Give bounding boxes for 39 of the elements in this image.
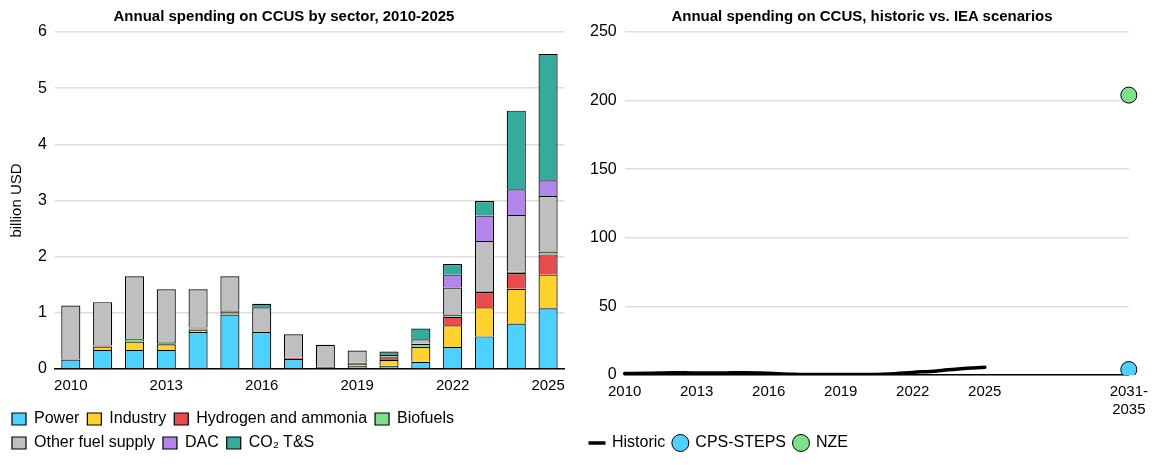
x-tick-label: 2013	[149, 376, 183, 394]
x-tick-label: 2031-2035	[1109, 382, 1149, 418]
legend-label: NZE	[816, 433, 849, 451]
x-tick-label: 2013	[680, 382, 714, 400]
legend-label: Industry	[109, 409, 167, 427]
y-tick-label: 6	[37, 22, 47, 40]
legend-label: Other fuel supply	[34, 433, 155, 451]
y-tick-label: 2	[37, 247, 47, 265]
legend-label: DAC	[184, 433, 219, 451]
y-tick-label: 0	[607, 365, 617, 383]
y-tick-label: 50	[598, 296, 617, 314]
x-tick-label: 2019	[824, 382, 858, 400]
y-tick-label: 200	[589, 91, 617, 109]
y-tick-label: 150	[589, 159, 617, 177]
y-tick-label: 0	[37, 359, 47, 377]
chart-title: Annual spending on CCUS by sector, 2010-2025	[113, 7, 455, 25]
x-tick-label: 2010	[54, 376, 88, 394]
chart-title: Annual spending on CCUS, historic vs. IEA scenarios	[671, 7, 1053, 25]
legend-label: Hydrogen and ammonia	[196, 409, 368, 427]
y-tick-label: 3	[37, 190, 47, 208]
x-tick-label: 2016	[752, 382, 786, 400]
legend-label: CO₂ T&S	[248, 433, 315, 451]
y-tick-label: 250	[589, 22, 617, 40]
x-tick-label: 2019	[340, 376, 374, 394]
x-tick-label: 2025	[531, 376, 565, 394]
legend-label: Historic	[612, 433, 666, 451]
x-tick-label: 2022	[896, 382, 930, 400]
y-tick-label: 1	[37, 303, 47, 321]
legend-label: Power	[34, 409, 81, 427]
y-tick-label: 5	[37, 78, 47, 96]
x-tick-label: 2025	[968, 382, 1002, 400]
y-tick-label: 100	[589, 228, 617, 246]
x-tick-label: 2022	[435, 376, 470, 394]
legend-label: CPS-STEPS	[695, 433, 787, 451]
legend-label: Biofuels	[397, 409, 454, 427]
y-axis-title: billion USD	[7, 163, 25, 238]
x-tick-label: 2010	[608, 382, 642, 400]
x-tick-label: 2016	[245, 376, 279, 394]
y-tick-label: 4	[37, 134, 47, 152]
